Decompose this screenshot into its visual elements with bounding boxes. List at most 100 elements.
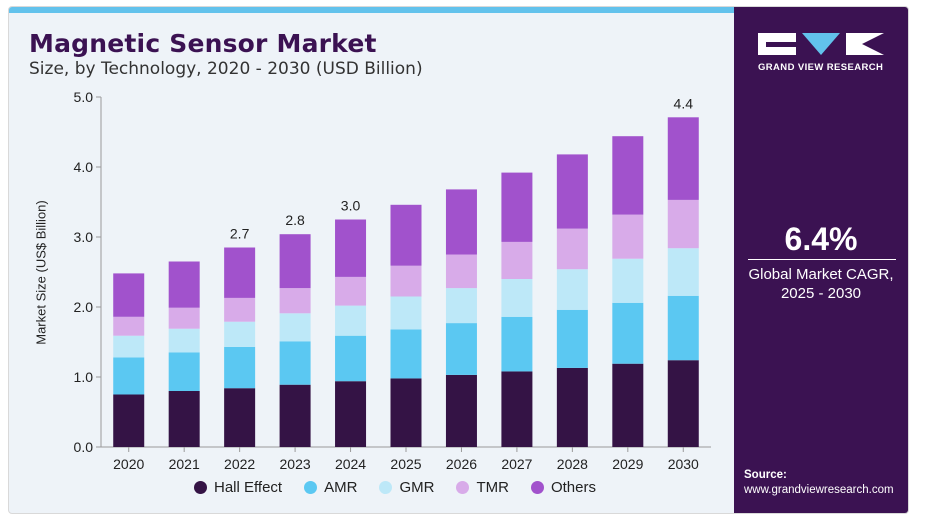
bar-segment-gmr <box>556 269 588 310</box>
bar-segment-hall-effect <box>279 384 311 447</box>
bar-segment-gmr <box>445 288 477 324</box>
bar-segment-gmr <box>279 313 311 342</box>
bar-segment-amr <box>667 295 699 361</box>
bar-segment-hall-effect <box>113 394 145 447</box>
chart-title: Magnetic Sensor Market <box>29 29 377 58</box>
accent-bar <box>9 7 734 13</box>
bar-segment-tmr <box>445 254 477 289</box>
bar-segment-others <box>113 273 145 317</box>
x-tick-label: 2027 <box>501 456 532 472</box>
bar-segment-gmr <box>390 296 422 330</box>
legend-item-others: Others <box>530 479 596 496</box>
bar-segment-amr <box>279 341 311 385</box>
bar-segment-tmr <box>556 228 588 270</box>
bar-segment-amr <box>390 329 422 379</box>
bar-segment-others <box>224 247 256 298</box>
bar-segment-tmr <box>279 288 311 314</box>
bar-segment-tmr <box>335 276 367 306</box>
brand-name: GRAND VIEW RESEARCH <box>758 62 884 73</box>
bar-segment-others <box>501 172 533 242</box>
source-label: Source: <box>744 469 787 481</box>
bar-segment-tmr <box>168 307 200 329</box>
legend-item-tmr: TMR <box>456 479 509 496</box>
bar-segment-amr <box>445 323 477 375</box>
cagr-label-line1: Global Market CAGR, <box>748 266 894 283</box>
legend: Hall Effect AMR GMR TMR Others <box>194 479 596 496</box>
logo-shapes-icon <box>758 33 884 55</box>
bar-segment-gmr <box>667 248 699 296</box>
bar-segment-hall-effect <box>390 378 422 447</box>
bar-segment-tmr <box>501 241 533 279</box>
cagr-label: Global Market CAGR, 2025 - 2030 <box>734 265 908 303</box>
legend-label: Others <box>550 479 596 496</box>
x-tick-label: 2030 <box>668 456 699 472</box>
stacked-bar-chart: 0.0 1.0 2.0 3.0 4.0 5.0 2020 2021 2022 2.7 2023 2.8… <box>74 89 711 472</box>
bar-segment-gmr <box>168 328 200 353</box>
bar-segment-hall-effect <box>667 360 699 447</box>
bar-segment-hall-effect <box>335 381 367 447</box>
grand-view-research-logo: GRAND VIEW RESEARCH <box>758 33 884 73</box>
bar-segment-tmr <box>224 297 256 322</box>
legend-swatch-tmr <box>456 481 470 494</box>
bar-segment-gmr <box>612 258 644 303</box>
legend-item-hall-effect: Hall Effect <box>194 479 282 496</box>
data-label: 2.8 <box>285 212 305 228</box>
bar-segment-hall-effect <box>168 391 200 447</box>
divider <box>748 259 896 260</box>
x-tick-label: 2024 <box>335 456 366 472</box>
bar-segment-amr <box>113 357 145 395</box>
x-tick-label: 2029 <box>612 456 643 472</box>
legend-item-gmr: GMR <box>379 479 434 496</box>
bar-segment-amr <box>168 352 200 391</box>
bar-segment-amr <box>501 316 533 372</box>
legend-label: AMR <box>324 479 358 496</box>
bar-segment-others <box>667 117 699 200</box>
x-tick-label: 2022 <box>224 456 255 472</box>
bar-segment-tmr <box>612 214 644 259</box>
bar-segment-others <box>279 234 311 289</box>
bar-segment-hall-effect <box>224 388 256 447</box>
legend-swatch-hall-effect <box>194 481 207 494</box>
x-tick-label: 2021 <box>169 456 200 472</box>
logo-mark <box>758 33 884 55</box>
chart-subtitle: Size, by Technology, 2020 - 2030 (USD Bi… <box>29 59 423 79</box>
data-label: 3.0 <box>341 198 361 214</box>
y-tick-label: 0.0 <box>74 439 94 455</box>
bar-segment-amr <box>612 302 644 364</box>
x-tick-label: 2026 <box>446 456 477 472</box>
legend-swatch-gmr <box>379 481 393 494</box>
y-tick-label: 4.0 <box>74 159 94 175</box>
bar-segment-tmr <box>667 199 699 249</box>
bar-segment-gmr <box>501 279 533 317</box>
legend-label: Hall Effect <box>214 479 283 496</box>
info-sidebar: GRAND VIEW RESEARCH 6.4% Global Market C… <box>734 7 908 513</box>
y-tick-label: 3.0 <box>74 229 94 245</box>
bar-segment-others <box>445 189 477 255</box>
legend-swatch-amr <box>304 481 318 494</box>
cagr-value: 6.4% <box>784 221 858 257</box>
bar-segment-gmr <box>224 321 256 347</box>
legend-swatch-others <box>530 481 544 494</box>
bar-segment-others <box>612 136 644 215</box>
bar-segment-others <box>556 154 588 229</box>
bar-segment-hall-effect <box>445 374 477 447</box>
bar-segment-hall-effect <box>612 363 644 447</box>
data-label: 4.4 <box>674 95 694 111</box>
x-tick-label: 2028 <box>557 456 588 472</box>
legend-label: GMR <box>399 479 435 496</box>
bar-segment-gmr <box>335 305 367 336</box>
legend-label: TMR <box>476 479 509 496</box>
bar-segment-others <box>168 261 200 308</box>
x-tick-label: 2020 <box>113 456 144 472</box>
bar-segment-amr <box>224 346 256 389</box>
x-tick-label: 2023 <box>280 456 311 472</box>
y-tick-label: 2.0 <box>74 299 94 315</box>
bar-segment-hall-effect <box>501 371 533 447</box>
cagr-label-line2: 2025 - 2030 <box>780 285 862 302</box>
bar-segment-others <box>390 204 422 266</box>
bar-segment-hall-effect <box>556 367 588 447</box>
source-link[interactable]: www.grandviewresearch.com <box>744 484 894 496</box>
bar-segment-amr <box>556 309 588 368</box>
y-tick-label: 5.0 <box>74 89 94 105</box>
data-label: 2.7 <box>230 226 250 242</box>
